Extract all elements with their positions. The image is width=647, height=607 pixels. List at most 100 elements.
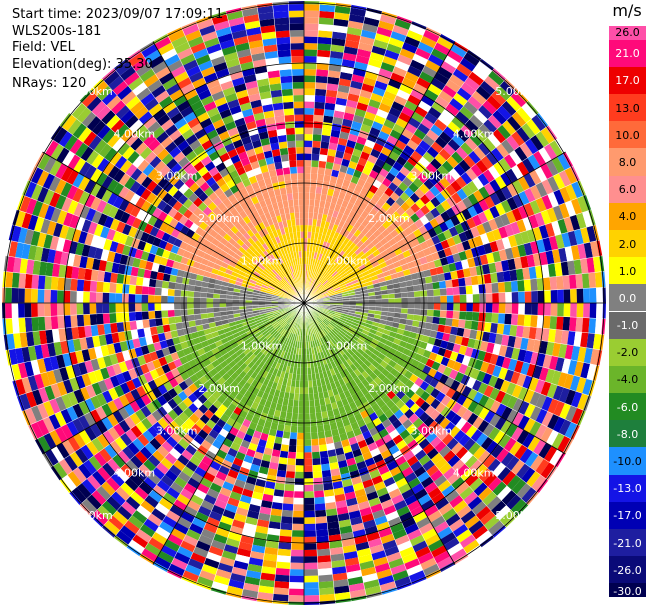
- radar-gate: [320, 288, 327, 294]
- radar-gate: [341, 59, 356, 68]
- radar-gate: [109, 312, 117, 324]
- radar-gate: [318, 285, 325, 291]
- radar-gate: [314, 101, 326, 110]
- radar-gate: [333, 12, 350, 21]
- radar-gate: [273, 587, 289, 596]
- radar-gate: [536, 277, 545, 291]
- radar-gate: [409, 59, 425, 72]
- radar-gate: [304, 445, 312, 453]
- radar-gate: [318, 268, 324, 275]
- radar-gate: [582, 273, 590, 289]
- radar-gate: [311, 279, 316, 286]
- radar-gate: [514, 146, 528, 162]
- radar-gate: [102, 292, 110, 303]
- radar-gate: [505, 210, 517, 224]
- radar-gate: [565, 184, 578, 201]
- radar-gate: [349, 80, 363, 90]
- radar-gate: [357, 95, 371, 106]
- radar-gate: [424, 89, 439, 102]
- radar-gate: [442, 84, 457, 98]
- radar-gate: [369, 257, 378, 264]
- radar-gate: [556, 275, 564, 290]
- radar-gate: [517, 205, 529, 220]
- radar-gate: [439, 131, 452, 144]
- radar-gate: [472, 176, 484, 190]
- radar-gate: [290, 549, 304, 557]
- radar-gate: [506, 135, 520, 151]
- radar-gate: [308, 277, 311, 285]
- radar-gate: [453, 294, 460, 303]
- radar-gate: [142, 319, 150, 329]
- radar-gate: [374, 290, 382, 296]
- radar-gate: [459, 294, 467, 303]
- radar-gate: [361, 218, 370, 228]
- radar-gate: [547, 192, 559, 208]
- radar-gate: [295, 225, 301, 232]
- radar-gate: [419, 241, 429, 251]
- radar-gate: [510, 280, 519, 293]
- radar-gate: [330, 196, 339, 205]
- radar-gate: [193, 291, 201, 298]
- radar-gate: [24, 317, 33, 333]
- radar-gate: [174, 289, 182, 297]
- radar-gate: [304, 264, 306, 271]
- radar-gate: [498, 226, 508, 239]
- radar-gate: [464, 76, 480, 91]
- radar-gate: [319, 200, 326, 208]
- radar-gate: [386, 224, 395, 234]
- radar-gate: [422, 151, 435, 163]
- radar-gate: [377, 245, 386, 254]
- radar-gate: [386, 43, 402, 55]
- radar-gate: [434, 181, 446, 193]
- radar-gate: [109, 292, 116, 303]
- radar-gate: [571, 244, 581, 261]
- radar-gate: [276, 469, 287, 478]
- radar-gate: [200, 292, 207, 298]
- radar-gate: [319, 587, 335, 596]
- radar-gate: [382, 220, 391, 230]
- radar-gate: [437, 66, 453, 80]
- radar-gate: [421, 167, 433, 179]
- radar-gate: [325, 264, 331, 272]
- radar-gate: [290, 49, 304, 57]
- radar-gate: [83, 314, 91, 327]
- radar-gate: [452, 252, 461, 263]
- radar-gate: [543, 143, 558, 160]
- radar-gate: [382, 162, 393, 173]
- radar-gate: [478, 186, 490, 199]
- radar-gate: [304, 504, 315, 511]
- radar-gate: [450, 215, 461, 227]
- radar-gate: [420, 117, 434, 130]
- radar-gate: [575, 273, 584, 289]
- radar-gate: [446, 155, 459, 169]
- radar-gate: [472, 293, 480, 303]
- radar-gate: [430, 48, 447, 61]
- radar-gate: [583, 288, 590, 303]
- radar-gate: [410, 166, 422, 178]
- radar-gate: [311, 445, 320, 453]
- radar-gate: [309, 406, 316, 414]
- radar-gate: [521, 123, 536, 139]
- radar-gate: [337, 280, 345, 286]
- radar-gate: [311, 438, 319, 446]
- radar-gate: [596, 287, 603, 303]
- radar-gate: [390, 31, 407, 43]
- radar-gate: [385, 156, 396, 167]
- radar-gate: [304, 588, 320, 596]
- radar-gate: [148, 318, 157, 328]
- radar-gate: [308, 270, 311, 278]
- radar-gate: [206, 297, 214, 303]
- radar-gate: [580, 258, 589, 274]
- radar-gate: [18, 273, 26, 289]
- radar-gate: [44, 316, 52, 331]
- radar-gate: [432, 281, 440, 290]
- radar-gate: [44, 275, 52, 290]
- radar-gate: [5, 271, 14, 288]
- radar-gate: [451, 278, 460, 288]
- radar-gate: [355, 163, 365, 173]
- radar-gate: [282, 503, 294, 511]
- radar-gate: [326, 155, 336, 164]
- radar-gate: [345, 99, 358, 109]
- radar-gate: [440, 188, 452, 200]
